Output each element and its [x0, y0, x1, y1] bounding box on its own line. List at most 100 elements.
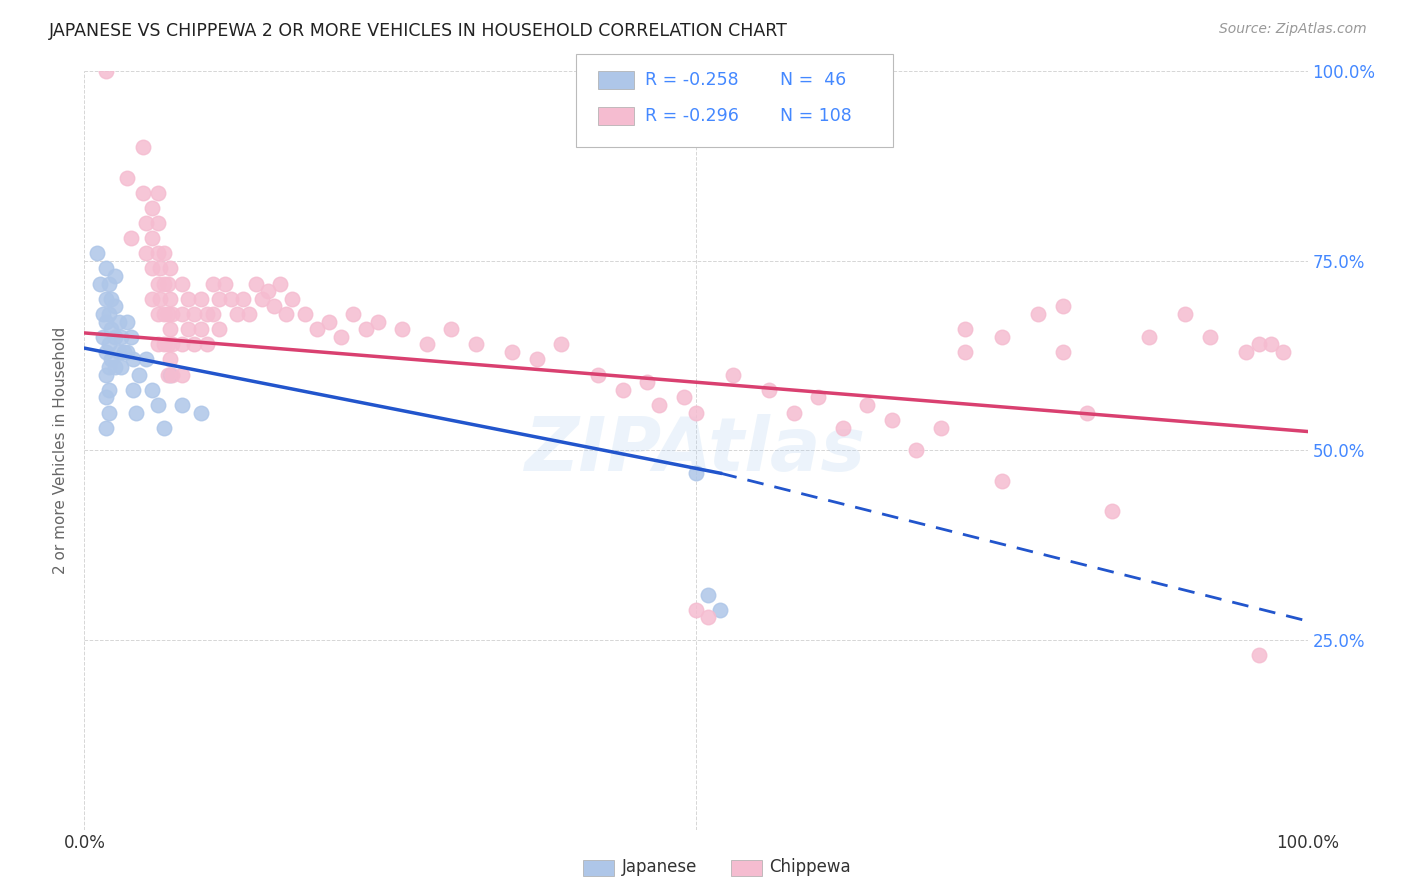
- Point: [100, 292, 122, 306]
- Point: [1272, 344, 1295, 359]
- Text: Source: ZipAtlas.com: Source: ZipAtlas.com: [1219, 22, 1367, 37]
- Point: [502, 344, 524, 359]
- Point: [526, 352, 548, 367]
- Point: [132, 186, 155, 200]
- Point: [276, 307, 298, 321]
- Point: [1198, 330, 1220, 344]
- Point: [146, 398, 169, 412]
- Point: [96, 368, 118, 382]
- Point: [1236, 344, 1258, 359]
- Point: [1052, 300, 1074, 314]
- Point: [115, 170, 138, 185]
- Point: [685, 603, 707, 617]
- Point: [172, 307, 194, 321]
- Point: [880, 413, 903, 427]
- Point: [1247, 337, 1270, 351]
- Point: [190, 322, 212, 336]
- Point: [391, 322, 413, 336]
- Point: [250, 292, 273, 306]
- Point: [153, 307, 176, 321]
- Point: [159, 322, 181, 336]
- Text: N = 108: N = 108: [780, 107, 852, 125]
- Point: [141, 231, 163, 245]
- Point: [120, 231, 142, 245]
- Point: [153, 246, 176, 260]
- Point: [416, 337, 439, 351]
- Point: [550, 337, 572, 351]
- Point: [232, 292, 254, 306]
- Point: [342, 307, 364, 321]
- Point: [177, 322, 200, 336]
- Point: [146, 216, 169, 230]
- Point: [159, 368, 181, 382]
- Point: [257, 285, 280, 299]
- Text: N =  46: N = 46: [780, 71, 846, 89]
- Point: [122, 352, 145, 367]
- Point: [367, 314, 389, 328]
- Point: [1028, 307, 1050, 321]
- Point: [104, 300, 127, 314]
- Point: [1260, 337, 1282, 351]
- Point: [91, 330, 114, 344]
- Point: [183, 337, 205, 351]
- Point: [190, 292, 212, 306]
- Point: [953, 344, 976, 359]
- Point: [1052, 344, 1074, 359]
- Point: [905, 443, 928, 458]
- Point: [305, 322, 328, 336]
- Point: [195, 337, 218, 351]
- Point: [685, 405, 707, 420]
- Point: [153, 421, 176, 435]
- Point: [104, 269, 127, 284]
- Point: [464, 337, 486, 351]
- Point: [440, 322, 463, 336]
- Point: [97, 405, 120, 420]
- Point: [269, 277, 291, 291]
- Point: [162, 307, 184, 321]
- Point: [1101, 504, 1123, 518]
- Point: [238, 307, 260, 321]
- Point: [86, 246, 108, 260]
- Y-axis label: 2 or more Vehicles in Household: 2 or more Vehicles in Household: [53, 326, 69, 574]
- Point: [672, 391, 695, 405]
- Point: [172, 277, 194, 291]
- Point: [281, 292, 304, 306]
- Point: [177, 292, 200, 306]
- Point: [97, 307, 120, 321]
- Text: R = -0.258: R = -0.258: [645, 71, 740, 89]
- Point: [156, 337, 179, 351]
- Point: [132, 140, 155, 154]
- Point: [709, 603, 731, 617]
- Point: [110, 359, 132, 375]
- Point: [97, 359, 120, 375]
- Point: [159, 261, 181, 276]
- Point: [104, 330, 127, 344]
- Point: [172, 337, 194, 351]
- Point: [135, 352, 157, 367]
- Point: [115, 344, 138, 359]
- Point: [156, 368, 179, 382]
- Point: [135, 246, 157, 260]
- Point: [330, 330, 353, 344]
- Point: [636, 376, 658, 390]
- Point: [991, 474, 1014, 488]
- Point: [586, 368, 609, 382]
- Point: [159, 292, 181, 306]
- Point: [201, 277, 224, 291]
- Point: [195, 307, 218, 321]
- Point: [263, 300, 285, 314]
- Point: [122, 383, 145, 397]
- Point: [146, 307, 169, 321]
- Point: [100, 322, 122, 336]
- Point: [1137, 330, 1160, 344]
- Point: [294, 307, 316, 321]
- Point: [612, 383, 634, 397]
- Point: [208, 322, 231, 336]
- Point: [141, 292, 163, 306]
- Point: [104, 359, 127, 375]
- Text: Japanese: Japanese: [621, 858, 697, 876]
- Point: [141, 201, 163, 215]
- Point: [783, 405, 806, 420]
- Point: [162, 337, 184, 351]
- Point: [208, 292, 231, 306]
